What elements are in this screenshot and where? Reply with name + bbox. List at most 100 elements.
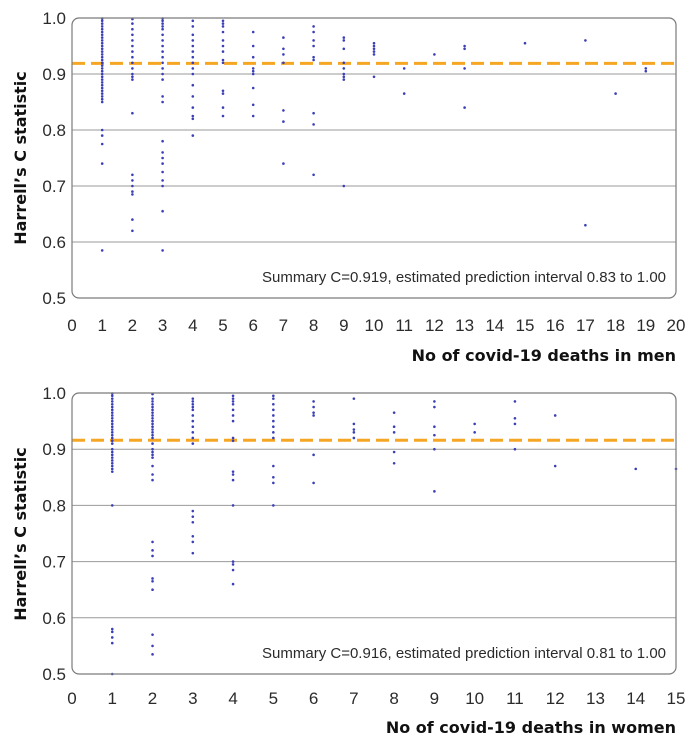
data-point	[161, 95, 164, 98]
x-tick-label: 6	[309, 689, 318, 708]
data-point	[131, 229, 134, 233]
data-point	[151, 653, 154, 656]
data-point	[131, 111, 134, 115]
data-point	[392, 411, 396, 414]
data-point	[151, 644, 154, 648]
data-point	[151, 397, 154, 400]
data-point	[231, 419, 235, 423]
data-point	[352, 428, 356, 431]
data-point	[151, 456, 154, 459]
data-point	[342, 75, 346, 79]
x-tick-label: 18	[606, 316, 625, 335]
y-tick-label: 0.7	[42, 177, 66, 196]
x-tick-label: 5	[218, 316, 227, 335]
data-point	[231, 582, 235, 586]
x-tick-label: 4	[228, 689, 237, 708]
data-point	[342, 184, 346, 188]
x-tick-label: 14	[485, 316, 504, 335]
data-point	[221, 58, 225, 62]
data-point	[151, 447, 154, 451]
data-point	[131, 33, 134, 37]
y-tick-label: 0.5	[42, 665, 66, 684]
data-point	[191, 540, 195, 544]
data-point	[221, 25, 225, 28]
data-point	[312, 400, 315, 403]
data-point	[131, 44, 134, 48]
data-point	[131, 67, 134, 70]
data-point	[151, 473, 154, 476]
data-point	[352, 436, 356, 440]
data-point	[231, 400, 235, 403]
data-point	[100, 25, 104, 28]
data-point	[191, 436, 195, 440]
data-point	[151, 436, 154, 440]
data-point	[231, 473, 235, 476]
data-point	[110, 422, 114, 426]
x-tick-label: 1	[97, 316, 106, 335]
data-point	[191, 25, 195, 28]
data-point	[221, 89, 225, 93]
data-point	[312, 55, 315, 59]
data-point	[191, 414, 195, 417]
data-point	[131, 190, 134, 193]
data-point	[342, 39, 346, 42]
data-point	[100, 128, 104, 132]
data-point	[191, 431, 195, 434]
data-point	[553, 414, 557, 417]
data-point	[151, 431, 154, 434]
data-point	[100, 41, 104, 45]
data-point	[251, 67, 255, 70]
data-point	[463, 47, 466, 51]
x-tick-label: 0	[67, 689, 76, 708]
data-point	[151, 554, 154, 558]
x-tick-label: 17	[576, 316, 595, 335]
data-point	[231, 397, 235, 400]
x-tick-label: 7	[279, 316, 288, 335]
x-axis-title-women: No of covid-19 deaths in women	[386, 718, 676, 736]
y-tick-label: 0.7	[42, 553, 66, 572]
data-point	[312, 411, 315, 414]
data-point	[342, 67, 346, 70]
annotation-women: Summary C=0.916, estimated prediction in…	[262, 645, 666, 662]
data-point	[151, 464, 154, 468]
x-tick-label: 9	[430, 689, 439, 708]
y-tick-labels-women: 0.5 0.6 0.7 0.8 0.9 1.0	[42, 384, 66, 684]
data-point	[110, 405, 114, 409]
data-point	[161, 72, 164, 76]
data-point	[100, 100, 104, 104]
x-tick-label: 7	[349, 689, 358, 708]
gridlines-men	[72, 73, 676, 243]
data-point	[151, 442, 154, 445]
data-point	[272, 431, 275, 434]
data-point	[151, 408, 154, 412]
data-point	[110, 414, 114, 417]
data-point	[110, 504, 114, 507]
y-tick-label: 0.6	[42, 233, 66, 252]
data-point	[272, 402, 275, 406]
data-point	[342, 47, 346, 51]
data-point	[312, 414, 315, 417]
data-point	[433, 425, 436, 429]
data-point	[151, 400, 154, 403]
data-point	[110, 464, 114, 468]
data-point	[161, 27, 164, 31]
data-point	[221, 19, 225, 23]
data-point	[110, 442, 114, 445]
data-point	[131, 179, 134, 182]
x-tick-label: 10	[365, 316, 384, 335]
data-point	[513, 400, 517, 403]
data-point	[251, 55, 255, 59]
data-point	[110, 447, 114, 451]
data-point	[110, 456, 114, 459]
data-point	[191, 405, 195, 409]
data-point	[342, 72, 346, 76]
data-point	[161, 209, 164, 213]
data-point	[110, 431, 114, 434]
data-point	[644, 69, 648, 73]
data-point	[191, 117, 195, 121]
chart-men: 0.50.60.70.80.91.0 0 1 2 3 4 5 6 7 8 9 10 11 12 13 14 1…	[11, 9, 685, 365]
data-point	[221, 22, 225, 25]
data-point	[151, 422, 154, 426]
data-point	[161, 33, 164, 37]
